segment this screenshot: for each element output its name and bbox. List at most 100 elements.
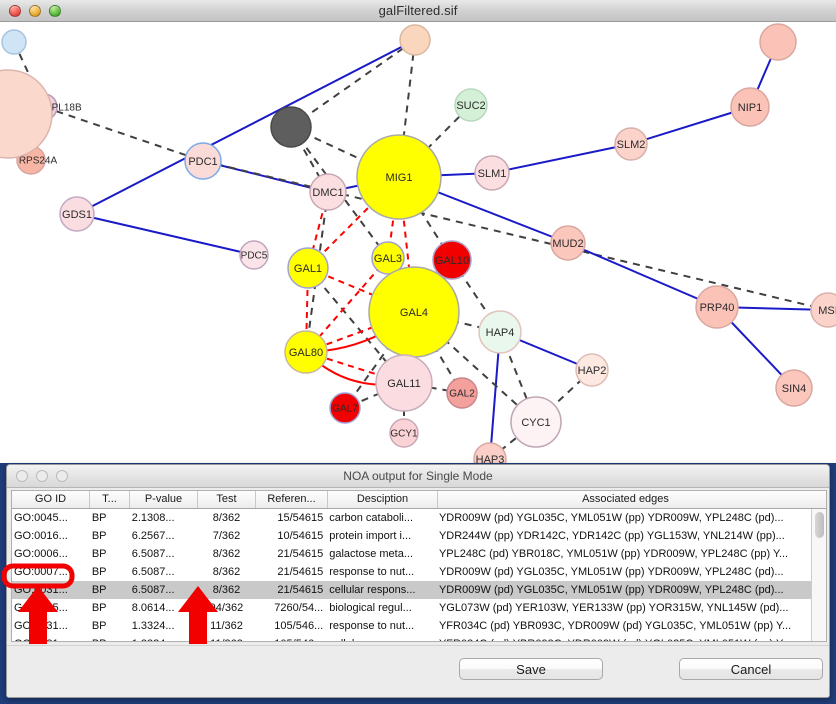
- node-gal11[interactable]: GAL11: [375, 354, 433, 412]
- edge-GAL11-GAL2[interactable]: [403, 382, 463, 394]
- edge-GAL80-GAL4[interactable]: [305, 311, 415, 353]
- node-circle[interactable]: [287, 247, 329, 289]
- node-circle[interactable]: [775, 369, 813, 407]
- table-vertical-scrollbar[interactable]: [811, 509, 826, 641]
- edge-RPL18B-PDC1[interactable]: [43, 106, 204, 162]
- node-toporg[interactable]: [399, 24, 431, 56]
- node-circle[interactable]: [432, 240, 472, 280]
- table-row[interactable]: GO:0007... BP 6.5087... 8/362 21/54615 respon…: [12, 563, 811, 581]
- network-canvas[interactable]: RPL18B RPS24A GDS1 PDC1 SUC2 NIP1 SLM2 MIG1 DMC1…: [0, 22, 836, 463]
- node-gds1[interactable]: GDS1: [59, 196, 95, 232]
- node-gal1[interactable]: GAL1: [287, 247, 329, 289]
- edge-GDS1-TOPORG[interactable]: [76, 39, 416, 215]
- node-dmc1[interactable]: DMC1: [309, 173, 347, 211]
- node-circle[interactable]: [454, 88, 488, 122]
- table-row[interactable]: GO:0006... BP 6.5087... 8/362 21/54615 galact…: [12, 545, 811, 563]
- node-dark1[interactable]: [270, 106, 312, 148]
- node-circle[interactable]: [0, 69, 53, 159]
- node-circle[interactable]: [473, 442, 507, 463]
- node-circle[interactable]: [389, 418, 419, 448]
- noa-close-button[interactable]: [16, 470, 28, 482]
- node-circle[interactable]: [184, 142, 222, 180]
- node-gcy1[interactable]: GCY1: [389, 418, 419, 448]
- edge-PDC1-MSI[interactable]: [202, 160, 829, 311]
- node-circle[interactable]: [375, 354, 433, 412]
- node-circle[interactable]: [368, 266, 460, 358]
- node-circle[interactable]: [59, 196, 95, 232]
- column-header-1[interactable]: T...: [90, 491, 130, 508]
- node-circle[interactable]: [284, 330, 328, 374]
- edge-GAL1-GAL4[interactable]: [307, 267, 415, 313]
- noa-minimize-button[interactable]: [36, 470, 48, 482]
- node-hap3[interactable]: HAP3: [473, 442, 507, 463]
- node-gal2[interactable]: GAL2: [446, 377, 478, 409]
- node-circle[interactable]: [550, 225, 586, 261]
- noa-zoom-button[interactable]: [56, 470, 68, 482]
- node-msi[interactable]: MSI: [810, 292, 836, 328]
- column-header-5[interactable]: Desciption: [328, 491, 438, 508]
- node-pdc1[interactable]: PDC1: [184, 142, 222, 180]
- node-nip1[interactable]: NIP1: [730, 87, 770, 127]
- node-circle[interactable]: [695, 285, 739, 329]
- node-hap2[interactable]: HAP2: [575, 353, 609, 387]
- table-row[interactable]: GO:0065... BP 8.0614... 94/362 7260/54... bio…: [12, 599, 811, 617]
- column-header-3[interactable]: Test: [198, 491, 256, 508]
- table-body[interactable]: GO:0045... BP 2.1308... 8/362 15/54615 carbon…: [12, 509, 811, 641]
- node-circle[interactable]: [399, 24, 431, 56]
- node-circle[interactable]: [270, 106, 312, 148]
- node-gal7[interactable]: GAL7: [329, 392, 361, 424]
- minimize-button[interactable]: [29, 4, 41, 17]
- node-topleft[interactable]: [1, 29, 27, 55]
- table-scroll-thumb[interactable]: [815, 512, 824, 538]
- node-mud2[interactable]: MUD2: [550, 225, 586, 261]
- node-circle[interactable]: [474, 155, 510, 191]
- node-prp40[interactable]: PRP40: [695, 285, 739, 329]
- node-circle[interactable]: [575, 353, 609, 387]
- node-circle[interactable]: [329, 392, 361, 424]
- node-slm1[interactable]: SLM1: [474, 155, 510, 191]
- node-circle[interactable]: [309, 173, 347, 211]
- node-circle[interactable]: [478, 310, 522, 354]
- node-circle[interactable]: [759, 23, 797, 61]
- edge-CYC1-HAP3[interactable]: [489, 421, 537, 460]
- node-hap4[interactable]: HAP4: [478, 310, 522, 354]
- node-circle[interactable]: [614, 127, 648, 161]
- node-gal10[interactable]: GAL10: [432, 240, 472, 280]
- close-button[interactable]: [9, 4, 21, 17]
- node-mig1[interactable]: MIG1: [356, 134, 442, 220]
- save-button[interactable]: Save: [459, 658, 603, 680]
- node-circle[interactable]: [810, 292, 836, 328]
- table-row[interactable]: GO:0031...BP1.3324...11/362105/546...cel…: [12, 635, 811, 641]
- table-row[interactable]: GO:0031... BP 1.3324... 11/362 105/546... res…: [12, 617, 811, 635]
- node-slm2[interactable]: SLM2: [614, 127, 648, 161]
- node-circle[interactable]: [239, 240, 269, 270]
- node-circle[interactable]: [371, 241, 405, 275]
- node-sin4[interactable]: SIN4: [775, 369, 813, 407]
- results-table[interactable]: GO ID T... P-value Test Referen... Desciption…: [11, 490, 827, 642]
- column-header-4[interactable]: Referen...: [256, 491, 328, 508]
- node-circle[interactable]: [356, 134, 442, 220]
- edge-MUD2-PRP40[interactable]: [567, 242, 718, 308]
- zoom-button[interactable]: [49, 4, 61, 17]
- node-circle[interactable]: [1, 29, 27, 55]
- column-header-2[interactable]: P-value: [130, 491, 198, 508]
- node-gal80[interactable]: GAL80: [284, 330, 328, 374]
- node-circle[interactable]: [510, 396, 562, 448]
- node-suc2[interactable]: SUC2: [454, 88, 488, 122]
- edge-SLM1-SLM2[interactable]: [491, 143, 632, 174]
- node-big1[interactable]: [0, 69, 53, 159]
- node-circle[interactable]: [446, 377, 478, 409]
- node-gal4[interactable]: GAL4: [368, 266, 460, 358]
- cancel-button[interactable]: Cancel: [679, 658, 823, 680]
- column-header-6[interactable]: Associated edges: [582, 493, 669, 505]
- node-cyc1[interactable]: CYC1: [510, 396, 562, 448]
- edge-DARK1-TOPORG[interactable]: [290, 39, 416, 128]
- edge-MIG1-TOPORG[interactable]: [398, 39, 416, 178]
- edge-GDS1-PDC5[interactable]: [76, 213, 255, 256]
- node-toppink[interactable]: [759, 23, 797, 61]
- node-pdc5[interactable]: PDC5: [239, 240, 269, 270]
- table-row[interactable]: GO:0016... BP 6.2567... 7/362 10/54615 protei…: [12, 527, 811, 545]
- edge-SLM2-NIP1[interactable]: [630, 106, 751, 145]
- column-header-0[interactable]: GO ID: [12, 491, 90, 508]
